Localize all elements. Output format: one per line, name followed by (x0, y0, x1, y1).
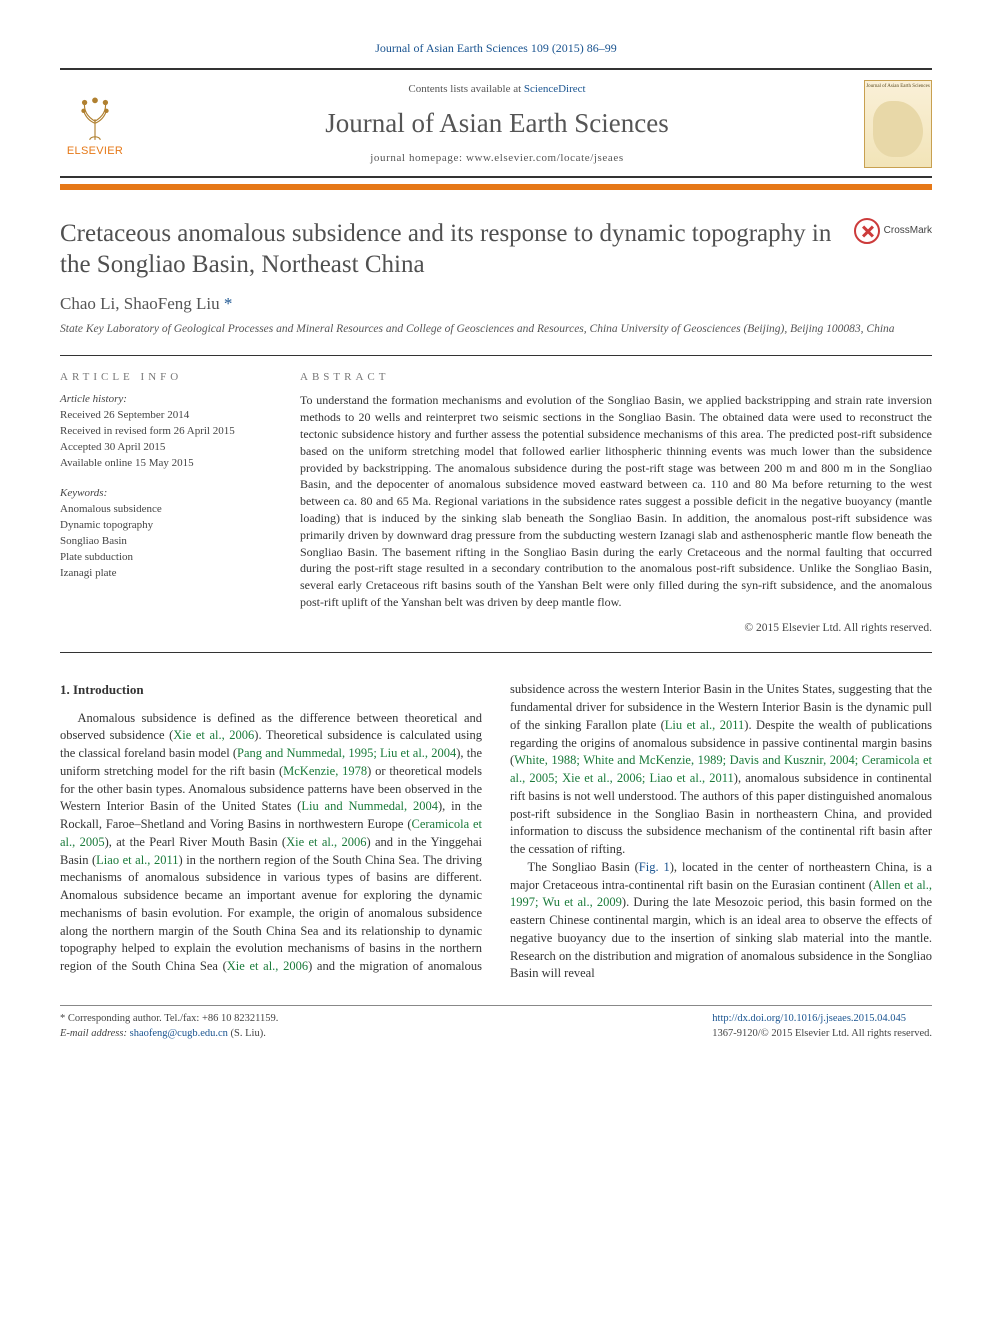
abstract-heading: ABSTRACT (300, 370, 932, 385)
journal-homepage-line: journal homepage: www.elsevier.com/locat… (130, 151, 864, 166)
corr-label: * Corresponding author. Tel./fax: +86 10… (60, 1012, 278, 1027)
history-revised: Received in revised form 26 April 2015 (60, 424, 270, 440)
authors-line: Chao Li, ShaoFeng Liu * (60, 293, 932, 316)
corr-email-line: E-mail address: shaofeng@cugb.edu.cn (S.… (60, 1027, 278, 1042)
orange-divider (60, 184, 932, 190)
doi-block: http://dx.doi.org/10.1016/j.jseaes.2015.… (712, 1012, 932, 1041)
history-accepted: Accepted 30 April 2015 (60, 440, 270, 456)
top-citation: Journal of Asian Earth Sciences 109 (201… (60, 40, 932, 56)
title-row: Cretaceous anomalous subsidence and its … (60, 218, 932, 281)
article-info-col: ARTICLE INFO Article history: Received 2… (60, 370, 270, 637)
top-citation-link[interactable]: Journal of Asian Earth Sciences 109 (201… (375, 41, 617, 55)
corresponding-marker-link[interactable]: * (224, 294, 233, 313)
affiliation: State Key Laboratory of Geological Proce… (60, 322, 932, 337)
issn-copyright: 1367-9120/© 2015 Elsevier Ltd. All right… (712, 1027, 932, 1042)
journal-name: Journal of Asian Earth Sciences (130, 105, 864, 141)
text-run: ) in the northern region of the South Ch… (60, 853, 482, 974)
abstract-text: To understand the formation mechanisms a… (300, 392, 932, 610)
text-run: ), at the Pearl River Mouth Basin ( (105, 835, 286, 849)
intro-paragraph-2: The Songliao Basin (Fig. 1), located in … (510, 859, 932, 983)
publisher-name: ELSEVIER (60, 144, 130, 159)
citation-link[interactable]: Xie et al., 2006 (227, 959, 308, 973)
keyword-item: Izanagi plate (60, 566, 270, 582)
history-label: Article history: (60, 392, 270, 408)
keyword-item: Songliao Basin (60, 534, 270, 550)
section-heading-intro: 1. Introduction (60, 681, 482, 699)
citation-link[interactable]: Liu and Nummedal, 2004 (301, 799, 438, 813)
keyword-item: Anomalous subsidence (60, 502, 270, 518)
crossmark-badge[interactable]: CrossMark (854, 218, 932, 244)
citation-link[interactable]: Liao et al., 2011 (96, 853, 178, 867)
cover-title: Journal of Asian Earth Sciences (865, 81, 931, 91)
corresponding-author-note: * Corresponding author. Tel./fax: +86 10… (60, 1012, 278, 1041)
header-middle: Contents lists available at ScienceDirec… (130, 82, 864, 166)
citation-link[interactable]: Liu et al., 2011 (665, 718, 745, 732)
body-two-column: 1. Introduction Anomalous subsidence is … (60, 681, 932, 983)
doi-link[interactable]: http://dx.doi.org/10.1016/j.jseaes.2015.… (712, 1013, 906, 1024)
contents-prefix: Contents lists available at (408, 83, 523, 95)
elsevier-tree-icon (69, 90, 121, 142)
citation-link[interactable]: Xie et al., 2006 (173, 728, 254, 742)
figure-link[interactable]: Fig. 1 (639, 860, 670, 874)
email-link[interactable]: shaofeng@cugb.edu.cn (130, 1028, 228, 1039)
keyword-item: Plate subduction (60, 550, 270, 566)
citation-link[interactable]: Pang and Nummedal, 1995; Liu et al., 200… (237, 746, 456, 760)
abstract-col: ABSTRACT To understand the formation mec… (300, 370, 932, 637)
publisher-logo: ELSEVIER (60, 90, 130, 159)
metadata-row: ARTICLE INFO Article history: Received 2… (60, 355, 932, 654)
contents-available-line: Contents lists available at ScienceDirec… (130, 82, 864, 97)
abstract-copyright: © 2015 Elsevier Ltd. All rights reserved… (300, 621, 932, 637)
journal-cover-thumbnail: Journal of Asian Earth Sciences (864, 80, 932, 168)
crossmark-label: CrossMark (884, 224, 932, 238)
keywords-block: Keywords: Anomalous subsidence Dynamic t… (60, 486, 270, 582)
journal-header: ELSEVIER Contents lists available at Sci… (60, 68, 932, 178)
homepage-url: www.elsevier.com/locate/jseaes (466, 152, 624, 164)
email-label: E-mail address: (60, 1028, 130, 1039)
history-online: Available online 15 May 2015 (60, 456, 270, 472)
email-tail: (S. Liu). (228, 1028, 266, 1039)
crossmark-icon (854, 218, 880, 244)
article-title: Cretaceous anomalous subsidence and its … (60, 218, 854, 281)
article-info-heading: ARTICLE INFO (60, 370, 270, 385)
citation-link[interactable]: Xie et al., 2006 (286, 835, 366, 849)
keywords-label: Keywords: (60, 486, 270, 502)
author-names: Chao Li, ShaoFeng Liu (60, 294, 224, 313)
cover-map-graphic (873, 101, 923, 157)
history-received: Received 26 September 2014 (60, 408, 270, 424)
citation-link[interactable]: McKenzie, 1978 (283, 764, 367, 778)
text-run: The Songliao Basin ( (528, 860, 639, 874)
homepage-prefix: journal homepage: (370, 152, 466, 164)
sciencedirect-link[interactable]: ScienceDirect (524, 83, 586, 95)
keyword-item: Dynamic topography (60, 518, 270, 534)
page-footer: * Corresponding author. Tel./fax: +86 10… (60, 1005, 932, 1041)
